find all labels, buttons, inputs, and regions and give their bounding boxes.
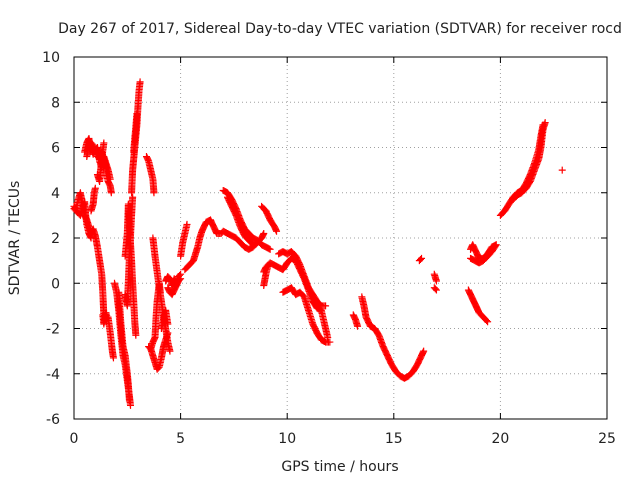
y-tick-label: 2 [51,231,60,247]
data-point [133,110,141,118]
data-point [264,261,272,269]
data-point [273,227,281,235]
data-point [541,119,549,127]
x-tick-label: 0 [70,431,79,447]
data-point [107,189,115,197]
data-point [183,220,191,228]
y-tick-label: 6 [51,141,60,157]
data-point [483,317,491,325]
data-point [432,277,440,285]
data-point [420,347,428,355]
y-tick-label: 10 [42,50,60,66]
data-point [418,254,426,262]
data-point [324,334,332,342]
data-point [129,193,137,201]
data-point [177,275,185,283]
y-axis-label: SDTVAR / TECUs [7,181,23,296]
y-tick-label: 4 [51,186,60,202]
data-point [164,320,172,328]
data-point [150,189,158,197]
data-point [103,313,111,321]
data-point [248,240,256,248]
x-tick-label: 10 [278,431,296,447]
data-point [491,242,499,250]
x-tick-label: 15 [385,431,403,447]
data-point [106,175,114,183]
x-tick-label: 5 [176,431,185,447]
data-point [126,401,134,409]
data-point [176,276,184,284]
data-point [100,139,108,147]
data-point [431,285,439,293]
x-tick-label: 20 [491,431,509,447]
data-point [432,286,440,294]
data-point [166,347,174,355]
grid [74,57,607,419]
data-point [322,302,330,310]
y-tick-label: 8 [51,95,60,111]
x-axis-label: GPS time / hours [281,459,398,475]
data-point [416,255,424,263]
y-tick-label: -6 [46,412,60,428]
data-point [136,78,144,86]
y-tick-label: -2 [46,322,60,338]
y-tick-label: -4 [46,367,60,383]
chart-title: Day 267 of 2017, Sidereal Day-to-day VTE… [58,21,622,37]
data-point [492,241,500,249]
data-point [484,318,492,326]
data-point [354,322,362,330]
data-point [87,234,95,242]
data-point [266,245,274,253]
x-tick-label: 25 [598,431,616,447]
data-point [326,338,334,346]
data-point [109,354,117,362]
y-tick-label: 0 [51,276,60,292]
data-point [125,397,133,405]
data-point [249,241,257,249]
data-point [91,184,99,192]
axis-ticks: 0 5 10 15 20 25 -6 -4 -2 0 2 4 6 8 10 [42,50,616,447]
data-point [132,331,140,339]
data-point [558,166,566,174]
data-points [70,78,566,409]
data-point [260,229,268,237]
